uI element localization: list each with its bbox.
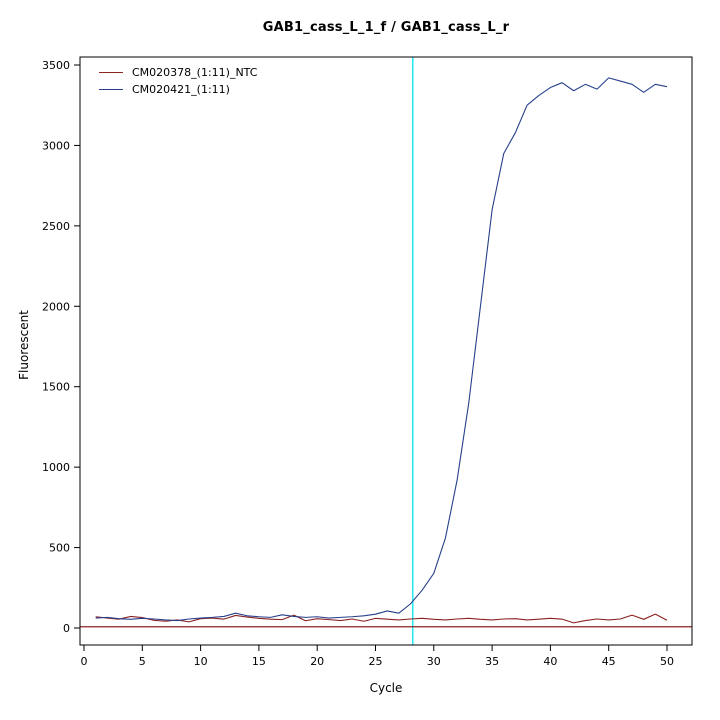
legend-swatch-ntc [99, 72, 123, 73]
legend-item-ntc: CM020378_(1:11)_NTC [99, 66, 257, 79]
legend-item-sample: CM020421_(1:11) [99, 83, 257, 96]
svg-text:30: 30 [427, 655, 441, 668]
svg-text:5: 5 [139, 655, 146, 668]
svg-text:500: 500 [49, 542, 70, 555]
chart-legend: CM020378_(1:11)_NTC CM020421_(1:11) [95, 64, 261, 98]
svg-text:25: 25 [369, 655, 383, 668]
legend-label-ntc: CM020378_(1:11)_NTC [132, 66, 258, 79]
svg-text:3500: 3500 [42, 59, 70, 72]
svg-text:35: 35 [485, 655, 499, 668]
svg-text:0: 0 [63, 622, 70, 635]
svg-text:15: 15 [252, 655, 266, 668]
svg-text:50: 50 [660, 655, 674, 668]
svg-text:20: 20 [310, 655, 324, 668]
svg-text:40: 40 [543, 655, 557, 668]
legend-swatch-sample [99, 89, 123, 90]
svg-text:3000: 3000 [42, 139, 70, 152]
svg-text:0: 0 [81, 655, 88, 668]
chart-title: GAB1_cass_L_1_f / GAB1_cass_L_r [262, 20, 510, 35]
x-axis-label: Cycle [369, 681, 403, 695]
svg-text:2500: 2500 [42, 220, 70, 233]
svg-text:2000: 2000 [42, 300, 70, 313]
svg-text:1000: 1000 [42, 461, 70, 474]
svg-text:45: 45 [602, 655, 616, 668]
legend-label-sample: CM020421_(1:11) [132, 83, 230, 96]
svg-text:1500: 1500 [42, 381, 70, 394]
svg-text:10: 10 [194, 655, 208, 668]
